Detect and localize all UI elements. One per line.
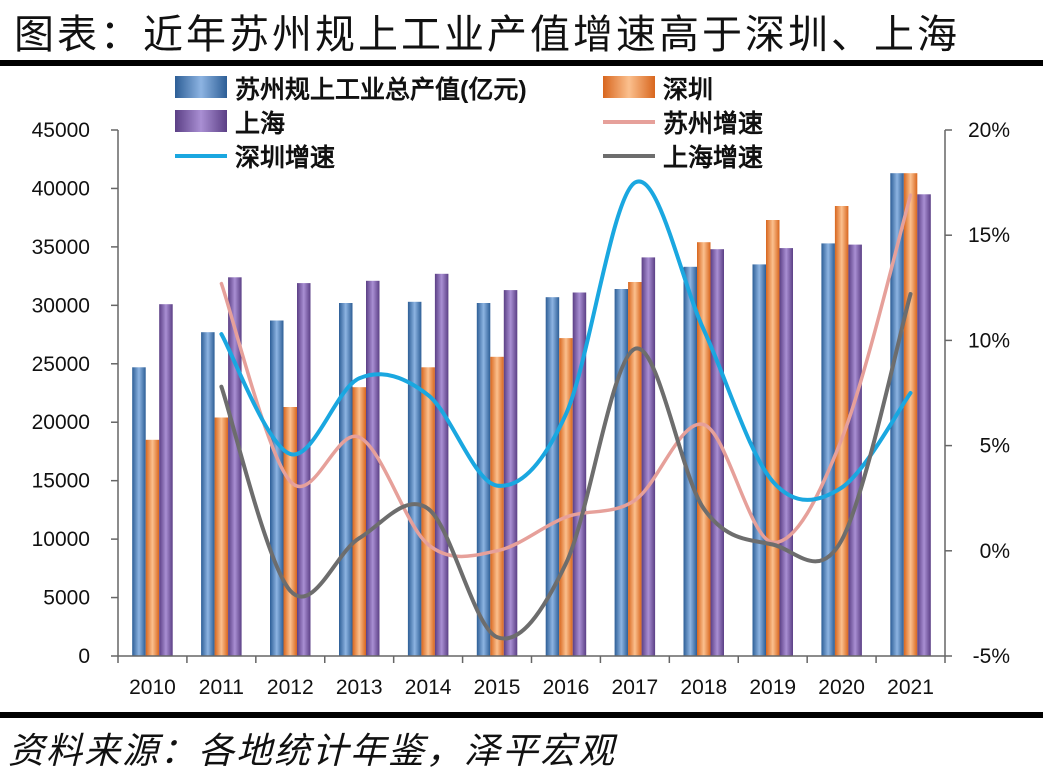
left-tick-label: 0: [78, 645, 90, 668]
legend-label: 苏州规上工业总产值(亿元): [235, 76, 527, 104]
suzhou-bar: [545, 297, 560, 656]
shenzhen-bar: [214, 417, 229, 656]
x-tick-label: 2016: [543, 676, 590, 699]
shenzhen-bar: [628, 282, 642, 656]
suzhou-bar: [339, 303, 353, 656]
growth-lines: [219, 179, 913, 641]
shanghai-bar: [848, 244, 862, 656]
suzhou-bar: [270, 320, 284, 656]
shanghai-bar: [503, 290, 518, 656]
x-tick-label: 2017: [612, 676, 659, 699]
shanghai-bar: [366, 280, 380, 656]
right-tick-label: 0%: [980, 540, 1010, 563]
left-tick-label: 20000: [32, 411, 90, 434]
shenzhen-bar: [697, 242, 711, 656]
shenzhen-bar: [145, 439, 160, 656]
shenzhen-bar: [766, 220, 780, 656]
x-tick-label: 2011: [199, 676, 244, 699]
shanghai-bar: [434, 273, 449, 656]
x-tick-label: 2018: [680, 676, 727, 699]
left-tick-label: 30000: [32, 294, 90, 317]
legend-swatch: [175, 110, 227, 132]
shenzhen-bar: [490, 356, 504, 656]
legend-label: 苏州增速: [663, 109, 763, 138]
shanghai-bar: [917, 194, 931, 657]
source-note: 资料来源：各地统计年鉴，泽平宏观: [8, 731, 617, 772]
shenzhen-bar: [352, 387, 366, 656]
suzhou-bar: [407, 301, 422, 656]
left-tick-label: 15000: [32, 470, 90, 493]
shanghai-bar: [297, 283, 311, 656]
suzhou-bar: [132, 367, 146, 656]
suzhou-bar: [201, 332, 215, 656]
legend-swatch: [603, 76, 655, 98]
shenzhen-bar: [903, 173, 918, 656]
shanghai-growth-line: [219, 292, 913, 641]
bottom-rule: [0, 712, 1043, 718]
right-tick-label: 15%: [968, 224, 1010, 247]
x-tick-label: 2019: [749, 676, 796, 699]
legend-label: 深圳: [663, 76, 713, 104]
x-tick-label: 2021: [887, 676, 934, 699]
left-tick-label: 35000: [32, 236, 90, 259]
top-rule: [0, 60, 1043, 66]
shenzhen-bar: [283, 407, 297, 656]
x-tick-label: 2020: [818, 676, 865, 699]
page-title: 图表：近年苏州规上工业产值增速高于深圳、上海: [14, 12, 960, 58]
legend-label: 深圳增速: [235, 143, 335, 172]
shanghai-bar: [710, 249, 724, 656]
right-tick-label: 5%: [980, 435, 1010, 458]
left-tick-label: 45000: [32, 119, 90, 142]
shenzhen-bar: [421, 367, 435, 656]
x-tick-label: 2010: [129, 676, 176, 699]
x-tick-label: 2013: [336, 676, 383, 699]
shanghai-bar: [159, 304, 173, 656]
right-tick-label: 20%: [968, 119, 1010, 142]
shenzhen-growth-line: [219, 179, 913, 502]
left-tick-label: 25000: [32, 353, 90, 376]
shanghai-bar: [641, 257, 656, 656]
suzhou-bar: [683, 266, 697, 656]
legend-label: 上海增速: [663, 143, 763, 172]
axes: 0 5000 10000 15000 20000 25000 30000 35000 40000…: [32, 119, 1010, 699]
suzhou-bar: [821, 243, 835, 656]
legend-swatch: [175, 76, 227, 98]
bars: [132, 173, 931, 657]
left-tick-label: 10000: [32, 528, 90, 551]
suzhou-bar: [614, 289, 629, 656]
left-tick-label: 5000: [43, 587, 90, 610]
x-tick-label: 2014: [405, 676, 452, 699]
x-tick-label: 2012: [267, 676, 314, 699]
right-tick-label: -5%: [973, 645, 1010, 668]
suzhou-growth-line: [219, 193, 913, 559]
shenzhen-bar: [559, 338, 573, 656]
right-tick-label: 10%: [968, 329, 1010, 352]
legend-label: 上海: [235, 109, 285, 138]
x-tick-label: 2015: [474, 676, 521, 699]
left-tick-label: 40000: [32, 177, 90, 200]
shanghai-bar: [779, 248, 793, 656]
